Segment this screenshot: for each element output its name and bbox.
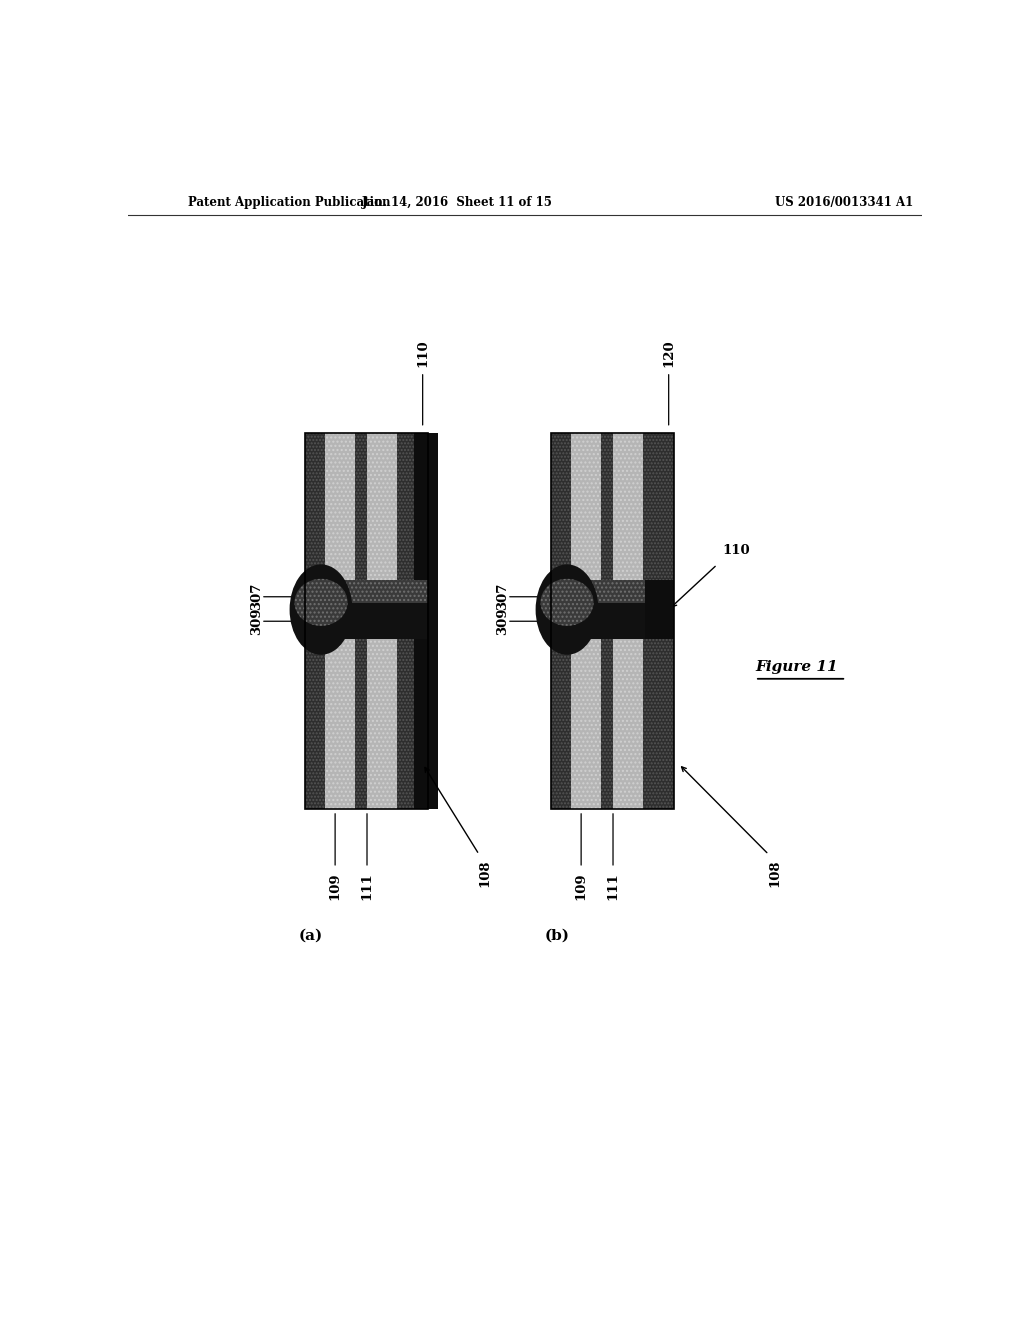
Bar <box>397 433 415 809</box>
Text: (b): (b) <box>544 929 569 942</box>
Text: 109: 109 <box>329 873 342 899</box>
Text: 109: 109 <box>574 873 588 899</box>
Bar <box>397 433 415 809</box>
Text: Patent Application Publication: Patent Application Publication <box>187 195 390 209</box>
Text: 111: 111 <box>360 873 374 900</box>
Bar <box>601 433 613 809</box>
Bar <box>551 581 674 603</box>
Text: Figure 11: Figure 11 <box>755 660 838 673</box>
Bar <box>570 433 601 809</box>
Bar <box>304 581 428 603</box>
Ellipse shape <box>295 579 347 626</box>
Bar <box>304 433 325 809</box>
Text: 110: 110 <box>416 339 429 367</box>
Bar <box>304 433 325 809</box>
Bar <box>645 581 674 639</box>
Bar <box>304 581 428 603</box>
Text: 111: 111 <box>606 873 620 900</box>
Bar <box>304 433 428 809</box>
Bar <box>367 433 397 809</box>
Text: 307: 307 <box>251 583 263 610</box>
Text: 307: 307 <box>497 583 510 610</box>
Ellipse shape <box>541 579 594 626</box>
Bar <box>551 581 674 639</box>
Bar <box>354 433 367 809</box>
Text: 108: 108 <box>769 859 781 887</box>
Bar <box>367 433 397 809</box>
Bar <box>415 433 438 809</box>
Bar <box>551 433 570 809</box>
Bar <box>601 433 613 809</box>
Bar <box>613 433 643 809</box>
Text: 120: 120 <box>663 339 675 367</box>
Bar <box>660 433 674 809</box>
Ellipse shape <box>290 565 352 655</box>
Ellipse shape <box>536 565 598 655</box>
Bar <box>570 433 601 809</box>
Text: 110: 110 <box>723 544 751 557</box>
Bar <box>354 433 367 809</box>
Bar <box>304 581 428 639</box>
Bar <box>551 581 674 603</box>
Text: 309: 309 <box>251 607 263 635</box>
Bar <box>613 433 643 809</box>
Text: 309: 309 <box>497 607 510 635</box>
Text: US 2016/0013341 A1: US 2016/0013341 A1 <box>775 195 913 209</box>
Text: (a): (a) <box>299 929 323 942</box>
Bar <box>325 433 354 809</box>
Text: Jan. 14, 2016  Sheet 11 of 15: Jan. 14, 2016 Sheet 11 of 15 <box>361 195 553 209</box>
Bar <box>304 581 428 639</box>
Bar <box>325 433 354 809</box>
Bar <box>660 433 674 809</box>
Bar <box>551 433 570 809</box>
Bar <box>643 433 660 809</box>
Bar <box>643 433 660 809</box>
Bar <box>551 581 674 639</box>
Bar <box>551 433 674 809</box>
Text: 108: 108 <box>478 859 492 887</box>
